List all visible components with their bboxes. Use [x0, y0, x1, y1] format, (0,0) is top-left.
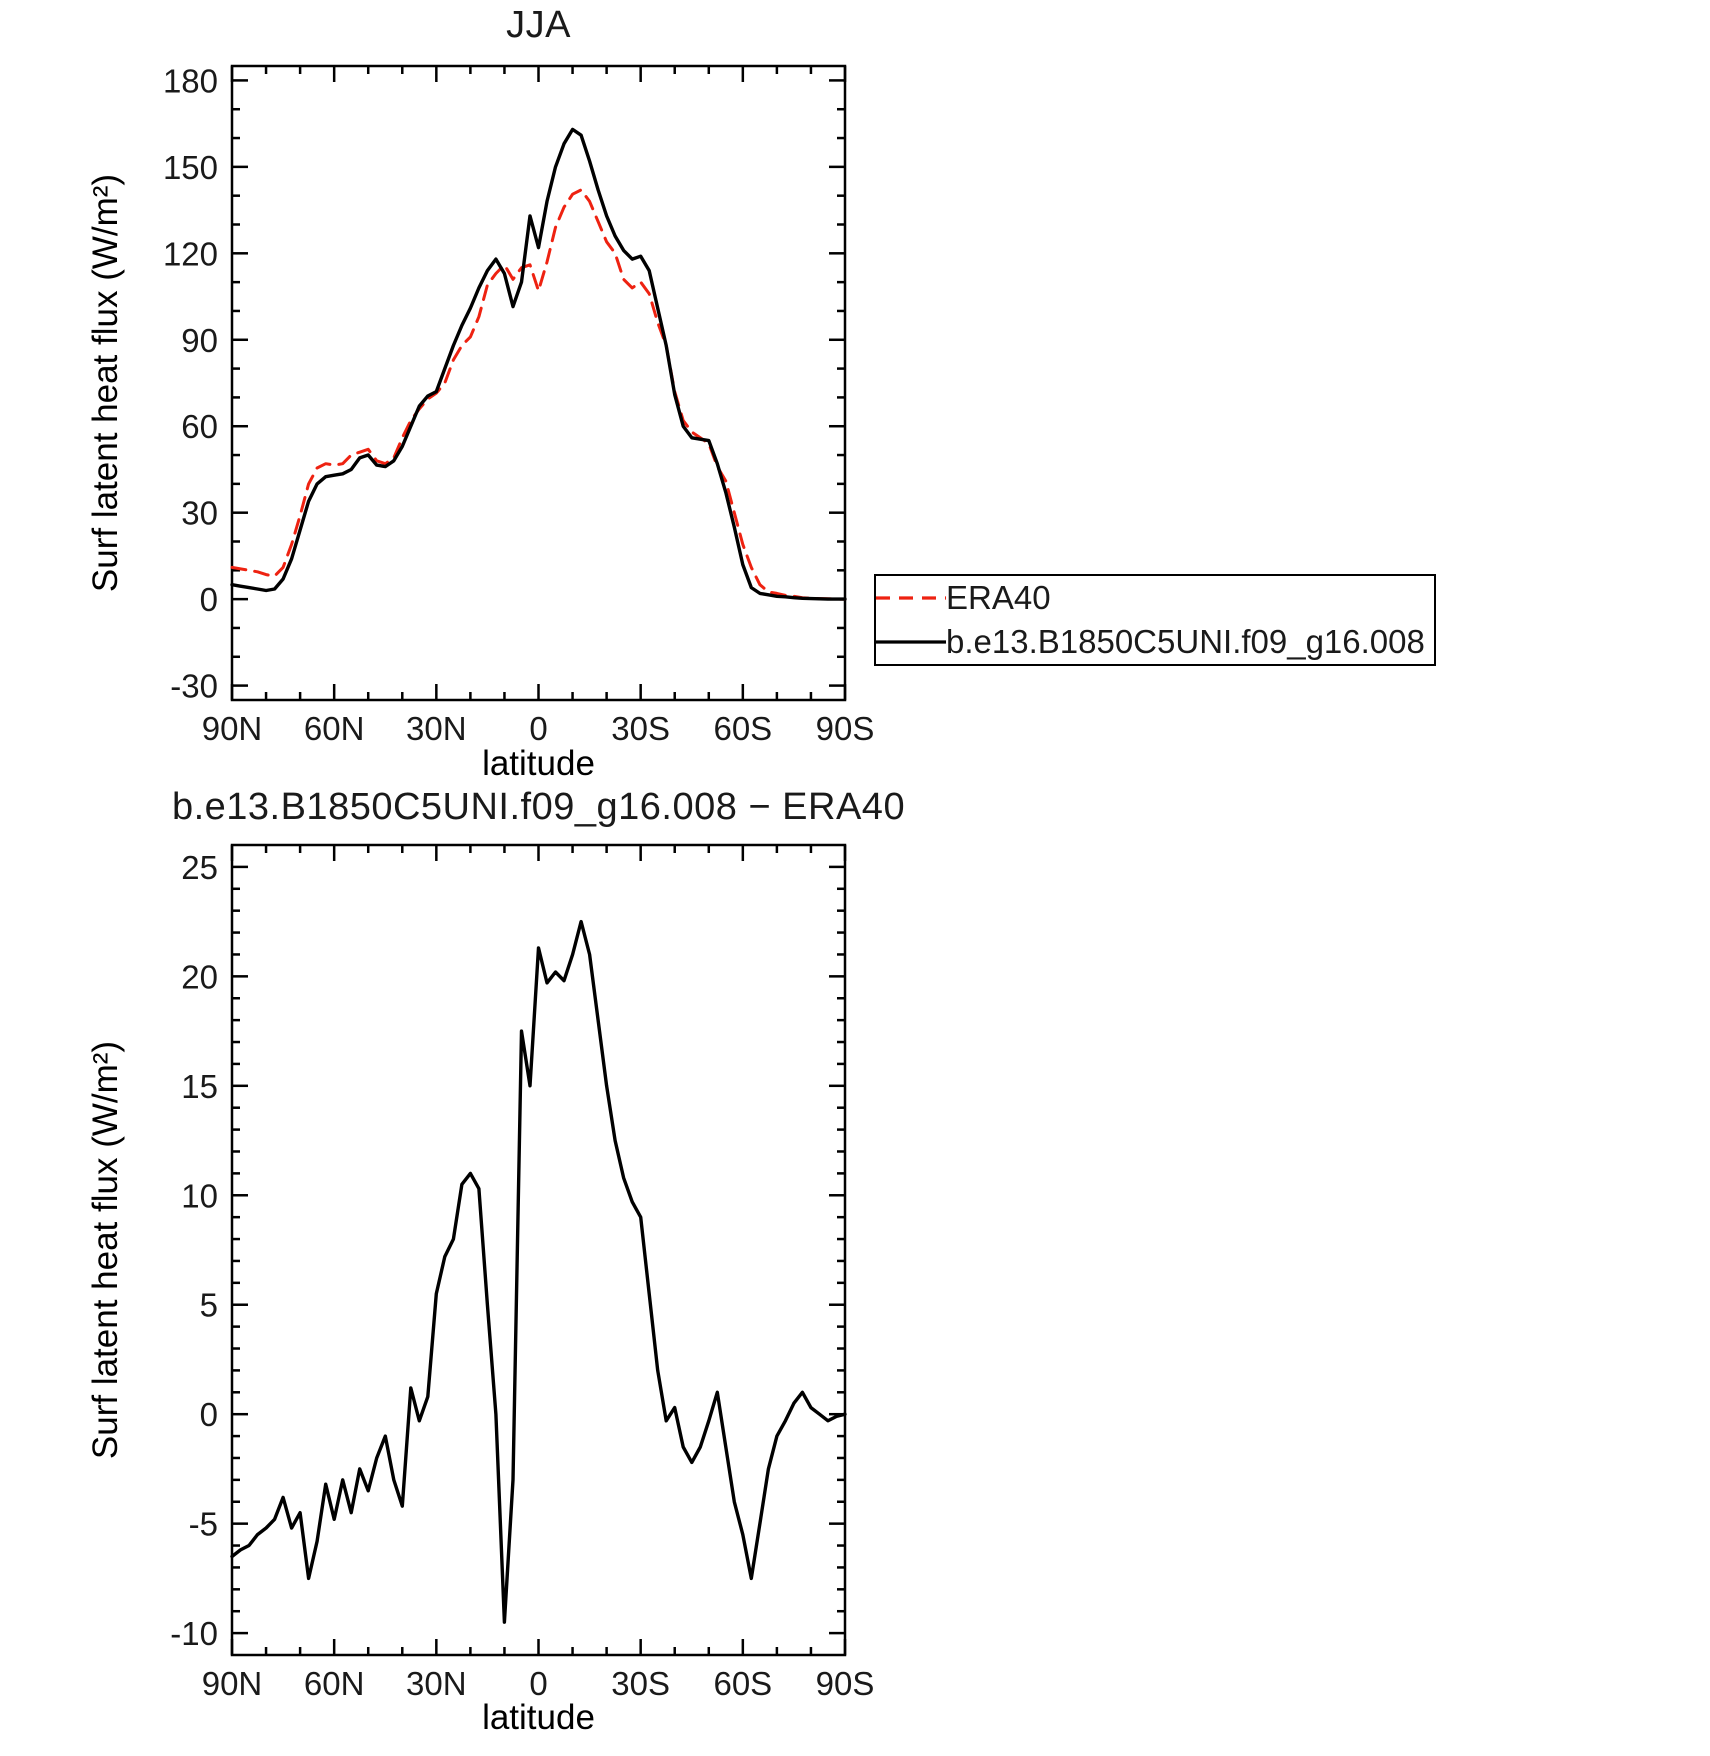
x-tick-label: 90N [202, 710, 263, 747]
legend-label-era40: ERA40 [946, 579, 1051, 616]
y-tick-label: 90 [181, 322, 218, 359]
x-tick-label: 90N [202, 1665, 263, 1702]
era40-dashed-line-sample [876, 596, 946, 600]
x-tick-label: 30N [406, 710, 467, 747]
x-axis-ticks [230, 66, 847, 700]
legend-item-model: b.e13.B1850C5UNI.f09_g16.008 [876, 620, 1434, 664]
y-tick-label: 60 [181, 408, 218, 445]
x-tick-label: 90S [816, 710, 875, 747]
y-tick-label: 20 [181, 958, 218, 995]
model-line [230, 127, 847, 601]
y-tick-label: 5 [200, 1287, 218, 1324]
y-tick-label: 180 [163, 62, 218, 99]
bottom-x-axis-label: latitude [482, 1698, 595, 1737]
difference-line [230, 919, 847, 1624]
bottom-chart-title: b.e13.B1850C5UNI.f09_g16.008 − ERA40 [171, 786, 906, 828]
x-tick-label: 60S [713, 1665, 772, 1702]
top-y-axis-label: Surf latent heat flux (W/m²) [86, 173, 125, 593]
y-axis-ticks [232, 865, 845, 1635]
y-tick-label: 15 [181, 1068, 218, 1105]
top-chart-title: JJA [506, 4, 571, 46]
bottom-chart-canvas: 90N 60N 30N 0 30S 60S 90S -10 -5 0 5 10 15 20 25 [170, 843, 875, 1702]
y-tick-label: 10 [181, 1177, 218, 1214]
top-x-axis-label: latitude [482, 744, 595, 783]
x-tick-label: 0 [529, 710, 547, 747]
y-tick-label: 25 [181, 849, 218, 886]
y-tick-label: 0 [200, 1396, 218, 1433]
x-tick-label: 60S [713, 710, 772, 747]
top-chart-canvas: 90N 60N 30N 0 30S 60S 90S -30 0 30 60 90 120 150 180 [163, 62, 875, 747]
y-tick-labels: -10 -5 0 5 10 15 20 25 [170, 849, 218, 1652]
legend-box: ERA40 b.e13.B1850C5UNI.f09_g16.008 [874, 574, 1436, 666]
x-tick-label: 30S [611, 710, 670, 747]
y-tick-label: -10 [170, 1615, 218, 1652]
y-tick-label: 30 [181, 495, 218, 532]
x-tick-label: 60N [304, 710, 365, 747]
era40-line [230, 188, 847, 601]
bottom-y-axis-label: Surf latent heat flux (W/m²) [86, 1040, 125, 1460]
x-tick-labels: 90N 60N 30N 0 30S 60S 90S [202, 1665, 875, 1702]
x-tick-label: 30N [406, 1665, 467, 1702]
legend-item-era40: ERA40 [876, 576, 1434, 620]
y-tick-label: 120 [163, 235, 218, 272]
y-tick-label: 0 [200, 581, 218, 618]
y-axis-ticks [232, 79, 845, 687]
series-group [230, 127, 847, 601]
x-tick-labels: 90N 60N 30N 0 30S 60S 90S [202, 710, 875, 747]
plot-frame [230, 64, 847, 702]
legend-label-model: b.e13.B1850C5UNI.f09_g16.008 [946, 623, 1425, 660]
x-tick-label: 30S [611, 1665, 670, 1702]
x-axis-ticks [230, 845, 847, 1655]
y-tick-label: 150 [163, 149, 218, 186]
y-tick-label: -30 [170, 668, 218, 705]
model-solid-line-sample [876, 640, 946, 644]
x-tick-label: 90S [816, 1665, 875, 1702]
y-tick-label: -5 [189, 1506, 218, 1543]
series-group [230, 919, 847, 1624]
y-tick-labels: -30 0 30 60 90 120 150 180 [163, 62, 218, 704]
x-tick-label: 60N [304, 1665, 365, 1702]
x-tick-label: 0 [529, 1665, 547, 1702]
